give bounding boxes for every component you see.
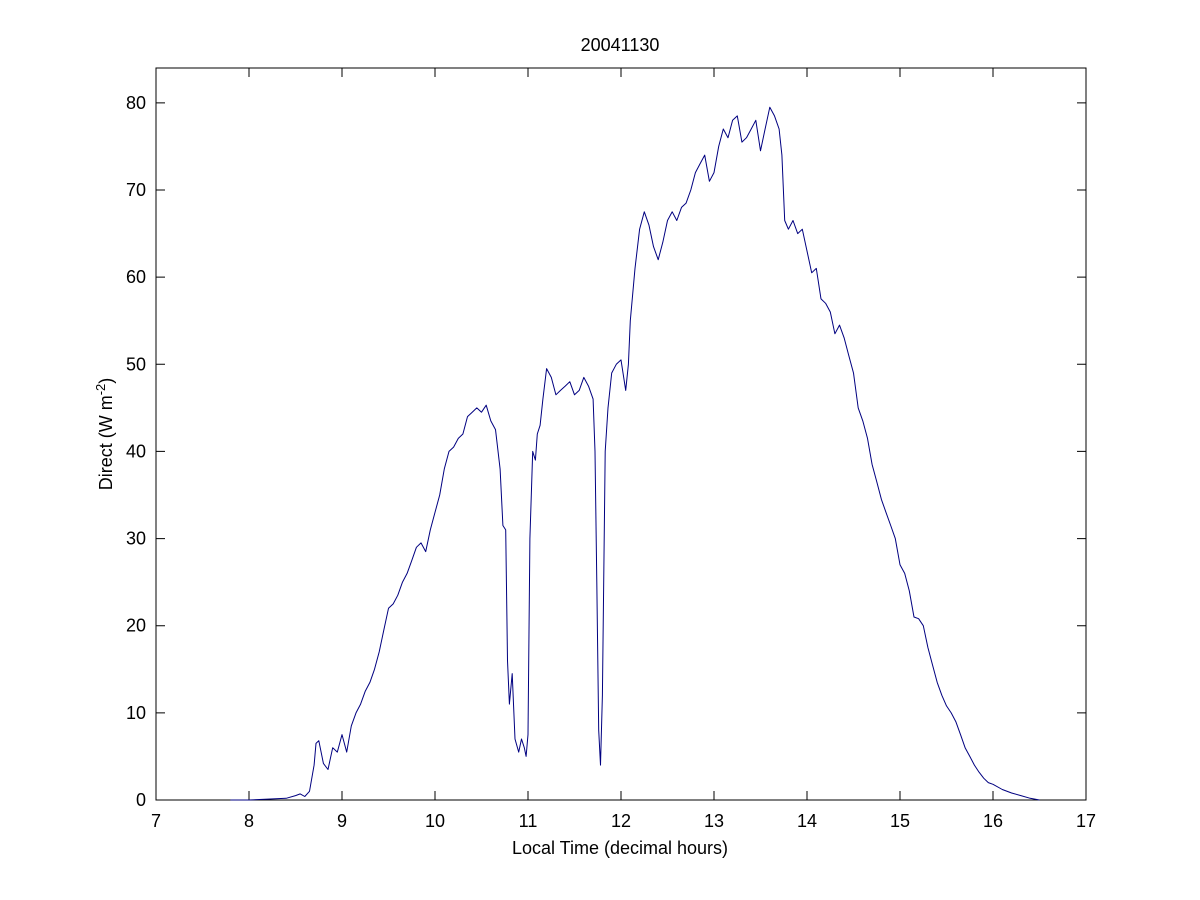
y-tick-label: 80 (126, 93, 146, 113)
plot-area: 7 8 9 10 11 12 13 14 15 16 17 0 10 20 30 40 50 60 70 80 (126, 67, 1096, 831)
x-tick-label: 16 (983, 811, 1003, 831)
y-tick-label: 60 (126, 267, 146, 287)
y-tick-label: 50 (126, 354, 146, 374)
x-tick-label: 9 (337, 811, 347, 831)
x-axis-label: Local Time (decimal hours) (512, 838, 728, 858)
x-tick-label: 10 (425, 811, 445, 831)
x-axis-ticks (155, 68, 1087, 800)
y-axis-label: Direct (W m-2) (93, 378, 116, 491)
x-axis-tick-labels: 7 8 9 10 11 12 13 14 15 16 17 (151, 811, 1096, 831)
x-tick-label: 13 (704, 811, 724, 831)
chart-title: 20041130 (581, 35, 660, 55)
x-tick-label: 11 (519, 811, 538, 831)
x-tick-label: 8 (244, 811, 254, 831)
y-axis-label-superscript: -2 (93, 384, 108, 396)
y-tick-label: 40 (126, 441, 146, 461)
y-tick-label: 20 (126, 616, 146, 636)
x-tick-label: 17 (1076, 811, 1096, 831)
y-axis-ticks (156, 102, 1086, 801)
x-tick-label: 15 (890, 811, 910, 831)
series-line (230, 106, 1040, 801)
x-tick-label: 14 (797, 811, 817, 831)
y-tick-label: 0 (136, 790, 146, 810)
x-tick-label: 7 (151, 811, 161, 831)
x-tick-label: 12 (611, 811, 631, 831)
y-tick-label: 70 (126, 180, 146, 200)
y-axis-label-main: Direct (W m (96, 395, 116, 490)
y-axis-tick-labels: 0 10 20 30 40 50 60 70 80 (126, 93, 146, 810)
axes-frame (155, 67, 1087, 801)
y-tick-label: 30 (126, 529, 146, 549)
y-tick-label: 10 (126, 703, 146, 723)
y-axis-label-close: ) (96, 378, 116, 384)
